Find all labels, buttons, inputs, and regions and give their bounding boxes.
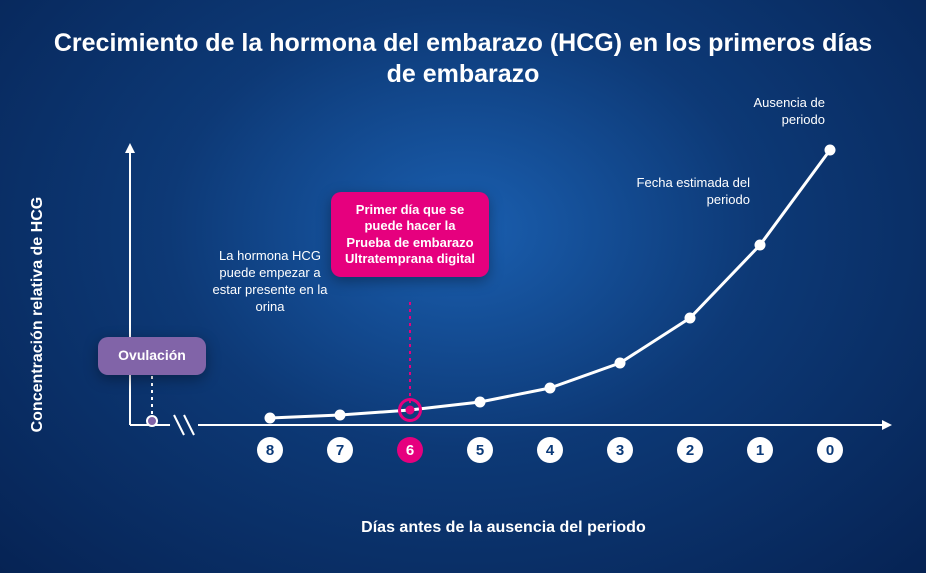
x-tick-2: 2 (677, 437, 703, 463)
x-tick-5: 5 (467, 437, 493, 463)
missed-period-annotation: Ausencia de periodo (715, 95, 825, 129)
chart-area: Concentración relativa de HCG Días antes… (60, 105, 890, 535)
x-tick-3: 3 (607, 437, 633, 463)
x-tick-4: 4 (537, 437, 563, 463)
x-tick-8: 8 (257, 437, 283, 463)
x-axis-label: Días antes de la ausencia del periodo (361, 519, 646, 537)
chart-title: Crecimiento de la hormona del embarazo (… (0, 0, 926, 101)
ovulation-callout: Ovulación (98, 337, 206, 375)
x-tick-6: 6 (397, 437, 423, 463)
estimated-period-annotation: Fecha estimada del periodo (630, 175, 750, 209)
x-tick-0: 0 (817, 437, 843, 463)
x-tick-7: 7 (327, 437, 353, 463)
test-day-callout: Primer día que se puede hacer la Prueba … (331, 192, 489, 277)
urine-annotation: La hormona HCG puede empezar a estar pre… (205, 248, 335, 316)
x-tick-1: 1 (747, 437, 773, 463)
y-axis-label: Concentración relativa de HCG (29, 197, 47, 433)
